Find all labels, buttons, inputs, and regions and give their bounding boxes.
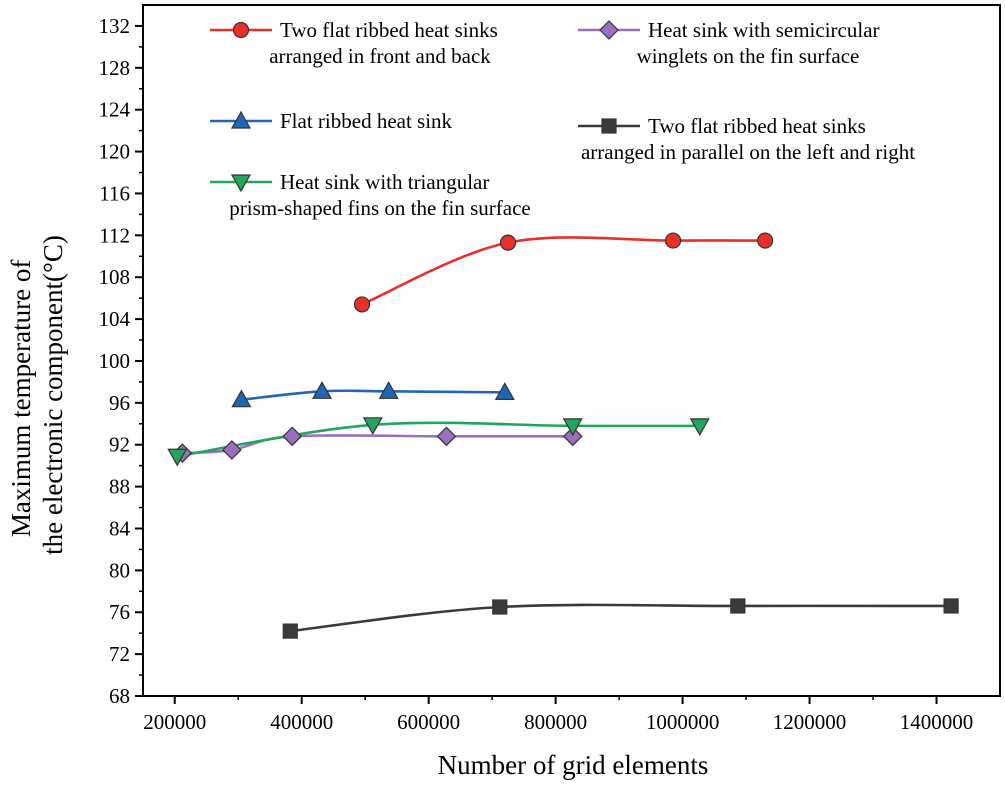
legend-label-flat: Flat ribbed heat sink <box>280 109 453 133</box>
legend-marker-flat <box>230 110 252 129</box>
axes: 200000 400000 600000 800000 1000000 1200000 14… <box>99 4 1001 734</box>
series-line-flat <box>241 389 505 402</box>
data-point-flat <box>494 382 515 400</box>
y-tick-label: 120 <box>99 140 131 164</box>
data-point-flat <box>311 381 333 399</box>
data-point-triangular <box>562 418 583 437</box>
data-point-triangular <box>167 448 188 467</box>
data-point-triangular <box>362 417 383 436</box>
x-tick-label: 400000 <box>270 710 333 734</box>
y-tick-label: 116 <box>99 181 130 205</box>
data-point-left-right <box>943 598 959 614</box>
data-point-flat <box>378 381 399 399</box>
y-axis-title-line-2: the electronic component(°C) <box>38 235 68 555</box>
y-tick-label: 100 <box>99 349 131 373</box>
x-tick-label: 1400000 <box>900 710 974 734</box>
y-tick-label: 72 <box>109 642 130 666</box>
legend-label-front-back: arranged in front and back <box>269 44 491 68</box>
legend-entry-flat: Flat ribbed heat sink <box>210 109 453 133</box>
y-axis-title-line-1: Maximum temperature of <box>6 260 36 537</box>
data-point-left-right <box>282 623 298 639</box>
y-tick-label: 132 <box>99 14 131 38</box>
legend-marker-triangular <box>230 174 252 193</box>
legend-label-semicircular: Heat sink with semicircular <box>648 18 880 42</box>
y-tick-label: 92 <box>109 433 130 457</box>
x-tick-label: 600000 <box>397 710 460 734</box>
y-tick-label: 68 <box>109 684 130 708</box>
y-tick-label: 88 <box>109 475 130 499</box>
data-point-left-right <box>492 599 508 615</box>
y-axis-title: Maximum temperature of the electronic co… <box>6 235 68 555</box>
x-tick-label: 1000000 <box>646 710 720 734</box>
y-tick-label: 112 <box>99 223 130 247</box>
legend-label-semicircular: winglets on the fin surface <box>637 44 860 68</box>
data-point-front-back <box>353 296 371 313</box>
legend-marker-semicircular <box>599 20 619 40</box>
y-tick-label: 76 <box>109 600 130 624</box>
data-point-semicircular <box>282 426 303 447</box>
series-line-left-right <box>290 603 952 633</box>
series-line-triangular <box>177 421 700 458</box>
legend-label-front-back: Two flat ribbed heat sinks <box>280 18 498 42</box>
data-point-flat <box>231 389 252 408</box>
data-point-semicircular <box>436 426 457 447</box>
legend-label-triangular: prism-shaped fins on the fin surface <box>229 196 531 220</box>
legend-marker-left-right <box>601 118 617 134</box>
x-tick-label: 200000 <box>143 710 206 734</box>
x-axis-title: Number of grid elements <box>438 750 709 780</box>
legend-label-triangular: Heat sink with triangular <box>280 170 489 194</box>
x-tick-label: 1200000 <box>773 710 847 734</box>
plot-frame <box>142 4 1001 697</box>
y-tick-label: 80 <box>109 558 130 582</box>
x-tick-label: 800000 <box>524 710 587 734</box>
data-point-front-back <box>499 234 517 251</box>
y-tick-label: 128 <box>99 56 131 80</box>
plot-markers <box>167 232 959 639</box>
y-tick-label: 96 <box>109 391 130 415</box>
legend-label-left-right: Two flat ribbed heat sinks <box>648 114 866 138</box>
y-tick-label: 124 <box>99 98 131 122</box>
legend-label-left-right: arranged in parallel on the left and rig… <box>581 140 915 164</box>
data-point-front-back <box>664 232 682 249</box>
data-point-triangular <box>689 418 710 437</box>
y-tick-label: 104 <box>99 307 131 331</box>
y-tick-label: 108 <box>99 265 131 289</box>
legend-marker-front-back <box>232 21 250 39</box>
data-point-semicircular <box>562 426 583 447</box>
y-tick-label: 84 <box>109 516 131 540</box>
data-point-left-right <box>730 598 746 614</box>
data-point-front-back <box>757 232 774 249</box>
series-line-front-back <box>361 236 766 306</box>
data-point-semicircular <box>222 440 242 460</box>
